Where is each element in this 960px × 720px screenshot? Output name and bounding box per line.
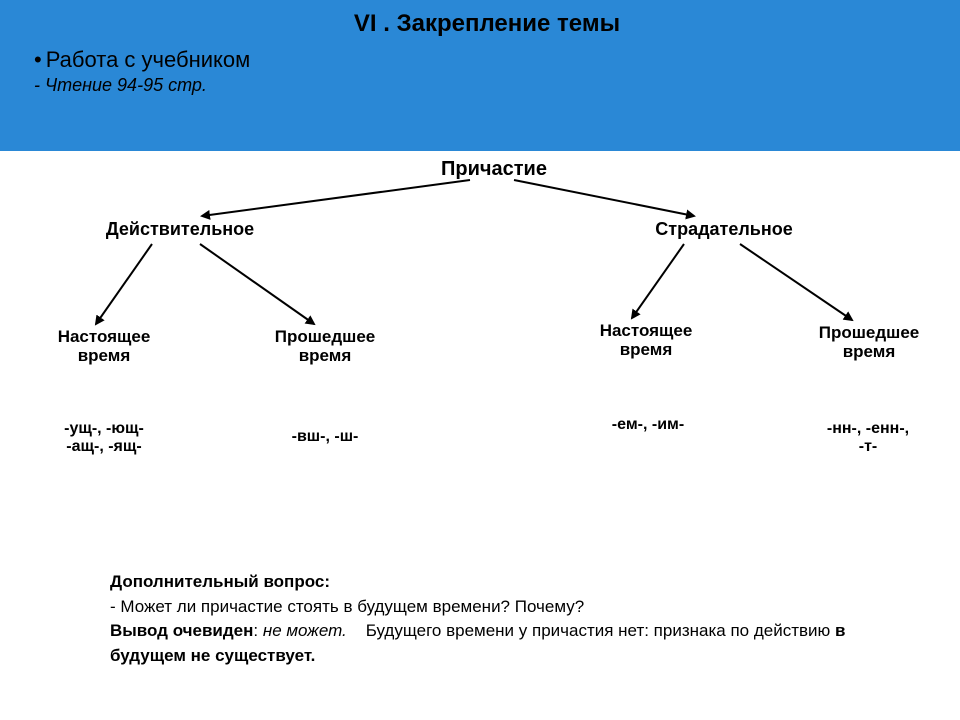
node-root: Причастие <box>434 158 554 180</box>
suffixes-2: -вш-, -ш- <box>250 428 400 446</box>
leaf-2-text: Прошедшее время <box>275 327 375 365</box>
tree-diagram: Причастие Действительное Страдательное Н… <box>14 152 946 492</box>
question-title: Дополнительный вопрос: <box>110 570 900 595</box>
node-leaf-2: Прошедшее время <box>250 328 400 365</box>
suffixes-3: -ем-, -им- <box>578 416 718 434</box>
suffix-4b: -т- <box>792 438 944 456</box>
answer-emph: не может. <box>263 621 347 640</box>
suffix-1a: -ущ-, -ющ- <box>34 420 174 438</box>
header-area: VI . Закрепление темы Работа с учебником… <box>34 10 940 96</box>
node-left: Действительное <box>90 220 270 240</box>
suffix-4a: -нн-, -енн-, <box>792 420 944 438</box>
leaf-1-text: Настоящее время <box>58 327 151 365</box>
leaf-4-text: Прошедшее время <box>819 323 919 361</box>
suffixes-4: -нн-, -енн-, -т- <box>792 420 944 455</box>
node-leaf-3: Настоящее время <box>576 322 716 359</box>
slide-root: VI . Закрепление темы Работа с учебником… <box>0 0 960 720</box>
answer-label: Вывод очевиден <box>110 621 253 640</box>
suffix-1b: -ащ-, -ящ- <box>34 438 174 456</box>
leaf-3-text: Настоящее время <box>600 321 693 359</box>
node-right: Страдательное <box>634 220 814 240</box>
node-leaf-1: Настоящее время <box>34 328 174 365</box>
node-leaf-4: Прошедшее время <box>794 324 944 361</box>
answer-line: Вывод очевиден: не может. Будущего време… <box>110 619 900 668</box>
header-bullet: Работа с учебником <box>34 46 940 75</box>
slide-title: VI . Закрепление темы <box>34 10 940 38</box>
question-line: - Может ли причастие стоять в будущем вр… <box>110 595 900 620</box>
answer-rest1 <box>352 621 366 640</box>
suffixes-1: -ущ-, -ющ- -ащ-, -ящ- <box>34 420 174 455</box>
answer-text: Будущего времени у причастия нет: призна… <box>366 621 831 640</box>
answer-colon: : <box>253 621 262 640</box>
footer-block: Дополнительный вопрос: - Может ли причас… <box>110 570 900 669</box>
header-subline: - Чтение 94-95 стр. <box>34 75 940 96</box>
